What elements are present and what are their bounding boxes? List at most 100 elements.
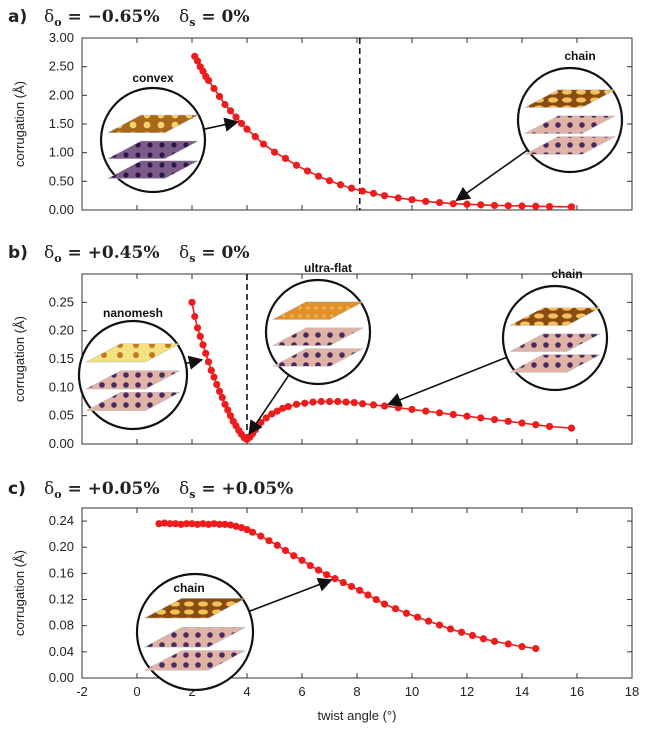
data-point — [446, 625, 455, 633]
data-point — [435, 409, 444, 417]
data-point — [504, 202, 512, 210]
x-tick-label: 2 — [188, 684, 195, 699]
data-point — [463, 200, 471, 208]
data-point — [518, 643, 526, 651]
data-point — [342, 398, 350, 406]
inset-bottom-layer — [107, 160, 199, 179]
panel-label: c) — [8, 479, 26, 499]
data-point — [468, 631, 477, 640]
y-tick-label: 0.05 — [49, 408, 74, 423]
y-tick-label: 0.16 — [49, 565, 74, 580]
data-point — [518, 202, 526, 210]
data-point — [567, 203, 576, 211]
inset-convex: convex — [99, 71, 207, 194]
title-delta-o: δo = +0.05% — [44, 479, 159, 501]
data-point — [237, 524, 246, 532]
inset-mid-layer — [272, 327, 364, 346]
data-point — [449, 200, 457, 208]
data-point — [314, 172, 323, 180]
data-point — [218, 393, 226, 402]
x-axis-label: twist angle (°) — [318, 708, 397, 723]
x-tick-label: -2 — [76, 684, 88, 699]
data-point — [243, 125, 251, 133]
inset-top-layer — [144, 598, 246, 619]
data-point — [422, 407, 430, 415]
inset-top-layer — [272, 301, 364, 320]
data-point — [457, 628, 466, 636]
data-point — [292, 161, 301, 169]
data-point — [336, 181, 345, 189]
data-point — [350, 399, 358, 407]
data-point — [323, 571, 331, 579]
inset-label: chain — [173, 581, 204, 595]
data-point — [413, 613, 422, 621]
data-point — [477, 201, 485, 209]
data-point — [402, 609, 411, 617]
inset-chain: chain — [501, 267, 609, 392]
y-tick-label: 2.50 — [49, 59, 74, 74]
data-point — [257, 532, 265, 540]
data-point — [232, 113, 240, 121]
data-point — [207, 366, 215, 374]
inset-label: ultra-flat — [304, 261, 352, 275]
x-tick-label: 8 — [353, 684, 360, 699]
data-point — [193, 520, 202, 528]
data-point — [232, 522, 240, 530]
inset-arrow — [203, 117, 239, 132]
data-point — [243, 525, 251, 534]
y-tick-label: 0.10 — [49, 379, 74, 394]
data-point — [435, 621, 444, 629]
inset-bottom-layer — [524, 136, 616, 155]
data-point — [221, 100, 229, 109]
data-point — [479, 635, 488, 643]
data-point — [224, 406, 232, 414]
inset-ultra-flat: ultra-flat — [264, 261, 372, 386]
x-tick-label: 16 — [570, 684, 584, 699]
data-point — [213, 380, 221, 389]
data-point — [435, 198, 444, 207]
data-point — [204, 358, 213, 366]
y-tick-label: 0.00 — [49, 670, 74, 685]
x-tick-label: 6 — [298, 684, 305, 699]
y-tick-label: 1.50 — [49, 116, 74, 131]
panel-2: c) δo = +0.05% δs = +0.05% 0.00 0.04 0.08 0.12… — [8, 479, 639, 723]
inset-label: nanomesh — [103, 306, 163, 320]
data-point — [193, 324, 202, 332]
data-point — [334, 397, 342, 406]
data-point — [210, 373, 218, 381]
data-point — [532, 644, 540, 653]
data-point — [270, 148, 279, 156]
y-tick-label: 0.15 — [49, 351, 74, 366]
data-point — [380, 402, 389, 410]
data-point — [477, 414, 485, 422]
data-point — [449, 410, 457, 419]
data-point — [372, 595, 380, 604]
data-point — [259, 140, 268, 148]
inset-arrow — [455, 149, 529, 202]
title-delta-s: δs = 0% — [179, 7, 250, 29]
data-point — [369, 401, 378, 409]
y-tick-label: 0.20 — [49, 539, 74, 554]
data-point — [204, 76, 213, 85]
data-point — [155, 520, 163, 528]
data-point — [490, 637, 499, 645]
y-tick-label: 1.00 — [49, 145, 74, 160]
data-point — [221, 400, 229, 408]
data-point — [210, 520, 218, 528]
data-point — [567, 424, 576, 432]
y-axis-label: corrugation (Å) — [12, 81, 27, 167]
data-point — [166, 520, 174, 528]
data-point — [356, 586, 364, 594]
data-point — [281, 154, 290, 162]
data-point — [160, 519, 169, 527]
data-point — [314, 566, 323, 574]
data-point — [265, 537, 273, 545]
y-tick-label: 0.08 — [49, 618, 74, 633]
data-point — [273, 541, 281, 549]
x-tick-label: 0 — [133, 684, 140, 699]
data-point — [394, 404, 402, 412]
inset-arrow — [248, 374, 290, 436]
data-point — [273, 407, 281, 415]
inset-bottom-layer — [144, 650, 246, 671]
